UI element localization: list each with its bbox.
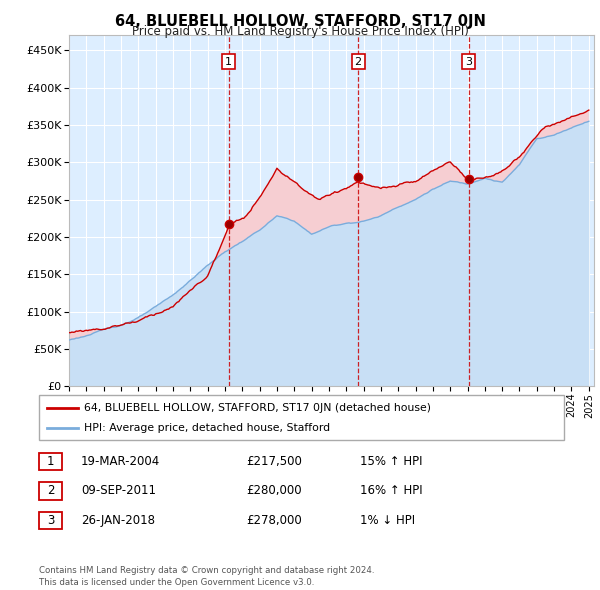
Text: 19-MAR-2004: 19-MAR-2004 [81,455,160,468]
Text: 15% ↑ HPI: 15% ↑ HPI [360,455,422,468]
Text: Contains HM Land Registry data © Crown copyright and database right 2024.
This d: Contains HM Land Registry data © Crown c… [39,566,374,587]
Text: 2: 2 [355,57,362,67]
Text: 16% ↑ HPI: 16% ↑ HPI [360,484,422,497]
Text: 64, BLUEBELL HOLLOW, STAFFORD, ST17 0JN: 64, BLUEBELL HOLLOW, STAFFORD, ST17 0JN [115,14,485,28]
Text: £278,000: £278,000 [246,514,302,527]
Text: HPI: Average price, detached house, Stafford: HPI: Average price, detached house, Staf… [83,424,330,434]
FancyBboxPatch shape [39,395,564,440]
Text: 1% ↓ HPI: 1% ↓ HPI [360,514,415,527]
Text: Price paid vs. HM Land Registry's House Price Index (HPI): Price paid vs. HM Land Registry's House … [131,25,469,38]
Text: 2: 2 [47,484,54,497]
Text: 64, BLUEBELL HOLLOW, STAFFORD, ST17 0JN (detached house): 64, BLUEBELL HOLLOW, STAFFORD, ST17 0JN … [83,403,431,412]
Text: 1: 1 [225,57,232,67]
Text: 1: 1 [47,455,54,468]
Text: 26-JAN-2018: 26-JAN-2018 [81,514,155,527]
Text: 09-SEP-2011: 09-SEP-2011 [81,484,156,497]
Text: £217,500: £217,500 [246,455,302,468]
Text: £280,000: £280,000 [246,484,302,497]
Text: 3: 3 [47,514,54,527]
Text: 3: 3 [465,57,472,67]
